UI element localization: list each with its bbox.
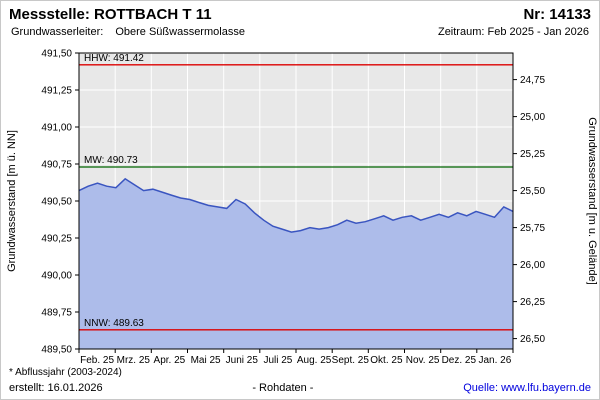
period-label: Zeitraum: Feb 2025 - Jan 2026 [437,26,589,38]
svg-text:Aug. 25: Aug. 25 [297,355,332,366]
svg-text:26,25: 26,25 [520,297,545,308]
page-title: Messstelle: ROTTBACH T 11 [9,6,212,23]
svg-text:490,50: 490,50 [41,197,72,208]
svg-text:Sept. 25: Sept. 25 [332,355,370,366]
svg-text:NNW: 489.63: NNW: 489.63 [84,318,144,329]
svg-text:Juni 25: Juni 25 [226,355,259,366]
svg-text:Juli 25: Juli 25 [263,355,292,366]
svg-text:MW: 490.73: MW: 490.73 [84,155,138,166]
svg-text:489,50: 489,50 [41,345,72,356]
groundwater-level-chart: HHW: 491.42 MW: 490.73 NNW: 489.63 489,50 48… [1,41,599,367]
aquifer-label: Grundwasserleiter: [11,26,104,38]
created-date: erstellt: 16.01.2026 [9,382,103,394]
svg-text:Grundwasserstand [m ü. NN]: Grundwasserstand [m ü. NN] [6,130,18,272]
svg-text:26,50: 26,50 [520,334,545,345]
svg-text:490,75: 490,75 [41,160,72,171]
source-link[interactable]: Quelle: www.lfu.bayern.de [463,382,591,394]
svg-text:489,75: 489,75 [41,308,72,319]
svg-text:Grundwasserstand [m u. Gelände: Grundwasserstand [m u. Gelände] [586,117,598,285]
svg-text:HHW: 491.42: HHW: 491.42 [84,53,144,64]
svg-text:490,25: 490,25 [41,234,72,245]
svg-text:26,00: 26,00 [520,260,545,271]
rohdaten-label: - Rohdaten - [252,382,314,394]
aquifer-value: Obere Süßwassermolasse [115,26,245,38]
svg-text:Mai 25: Mai 25 [191,355,221,366]
svg-text:Dez. 25: Dez. 25 [442,355,477,366]
svg-text:491,50: 491,50 [41,49,72,60]
svg-text:25,50: 25,50 [520,186,545,197]
svg-text:25,75: 25,75 [520,223,545,234]
svg-text:25,00: 25,00 [520,112,545,123]
abflussjahr-footnote: * Abflussjahr (2003-2024) [9,367,122,378]
svg-text:491,00: 491,00 [41,123,72,134]
svg-text:490,00: 490,00 [41,271,72,282]
aquifer-info: Grundwasserleiter: Obere Süßwassermolasse [11,25,245,40]
svg-text:491,25: 491,25 [41,86,72,97]
svg-text:Nov. 25: Nov. 25 [406,355,440,366]
svg-text:24,75: 24,75 [520,75,545,86]
svg-text:Mrz. 25: Mrz. 25 [117,355,151,366]
header: Messstelle: ROTTBACH T 11 Nr: 14133 [1,1,599,24]
svg-text:25,25: 25,25 [520,149,545,160]
station-number: Nr: 14133 [523,6,591,23]
subheader: Grundwasserleiter: Obere Süßwassermolasse… [1,24,599,40]
svg-text:Feb. 25: Feb. 25 [80,355,114,366]
footer: erstellt: 16.01.2026 - Rohdaten - Quelle… [1,382,599,394]
svg-text:Apr. 25: Apr. 25 [154,355,186,366]
svg-text:Okt. 25: Okt. 25 [370,355,403,366]
svg-text:Jan. 26: Jan. 26 [478,355,511,366]
